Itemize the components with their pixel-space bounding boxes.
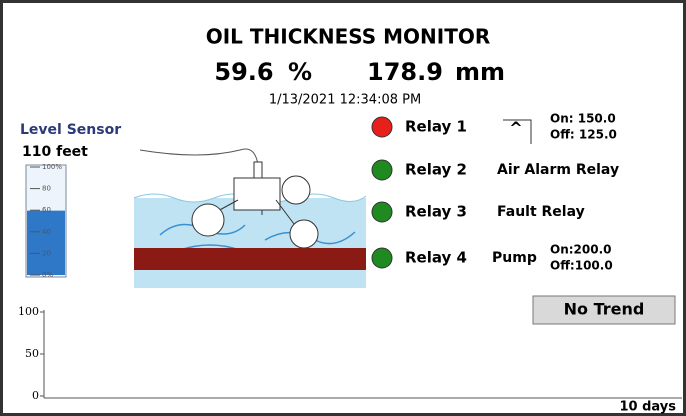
gauge-fill bbox=[27, 210, 65, 275]
relay-indicator bbox=[371, 247, 393, 269]
oil-layer bbox=[134, 248, 366, 270]
relay-indicator bbox=[371, 116, 393, 138]
title: OIL THICKNESS MONITOR bbox=[206, 25, 491, 49]
cable bbox=[139, 148, 259, 166]
thickness-unit: mm bbox=[455, 58, 505, 86]
float bbox=[191, 203, 225, 237]
gauge-tick-label: 100% bbox=[42, 163, 62, 171]
relay-indicator bbox=[371, 201, 393, 223]
relay-off: Off:100.0 bbox=[550, 259, 613, 273]
button-label[interactable]: No Trend bbox=[564, 300, 645, 319]
gauge-tick-label: 40 bbox=[42, 228, 51, 236]
sensor-distance: 110 feet bbox=[22, 144, 88, 160]
gauge-tick-label: 0% bbox=[42, 271, 53, 279]
sensor-stem bbox=[253, 161, 263, 179]
timestamp: 1/13/2021 12:34:08 PM bbox=[269, 93, 421, 108]
relay-off: Off: 125.0 bbox=[550, 128, 617, 142]
relay-function: Fault Relay bbox=[497, 204, 585, 220]
gauge-tick-label: 80 bbox=[42, 185, 51, 193]
thickness-value: 178.9 bbox=[367, 58, 443, 86]
relay-function: Pump bbox=[492, 250, 537, 266]
sensor-body bbox=[233, 177, 281, 211]
float bbox=[289, 219, 319, 249]
percent-value: 59.6 bbox=[214, 58, 273, 86]
relay-function: Air Alarm Relay bbox=[497, 162, 619, 178]
trend-x-label: 10 days bbox=[619, 400, 676, 415]
button-bg[interactable] bbox=[532, 295, 676, 325]
relay-name: Relay 1 bbox=[405, 118, 467, 136]
sensor-label: Level Sensor bbox=[20, 122, 121, 138]
relay-name: Relay 2 bbox=[405, 161, 467, 179]
relay-name: Relay 4 bbox=[405, 249, 467, 267]
relay-on: On: 150.0 bbox=[550, 112, 616, 126]
gauge-tick-label: 60 bbox=[42, 206, 51, 214]
tank-diagram bbox=[133, 148, 367, 288]
relay-name: Relay 3 bbox=[405, 203, 467, 221]
gauge-tick-label: 20 bbox=[42, 249, 51, 257]
trend-tick-label: 0 bbox=[32, 389, 39, 402]
trend-tick-label: 50 bbox=[25, 347, 39, 360]
relay-button[interactable] bbox=[503, 119, 532, 144]
float bbox=[281, 175, 311, 205]
trend-tick-label: 100 bbox=[18, 305, 39, 318]
no-trend-button[interactable]: No Trend bbox=[532, 295, 676, 325]
relay-indicator bbox=[371, 159, 393, 181]
percent-unit: % bbox=[288, 58, 312, 86]
relay-function[interactable]: ^ bbox=[509, 119, 522, 138]
relay-on: On:200.0 bbox=[550, 243, 612, 257]
